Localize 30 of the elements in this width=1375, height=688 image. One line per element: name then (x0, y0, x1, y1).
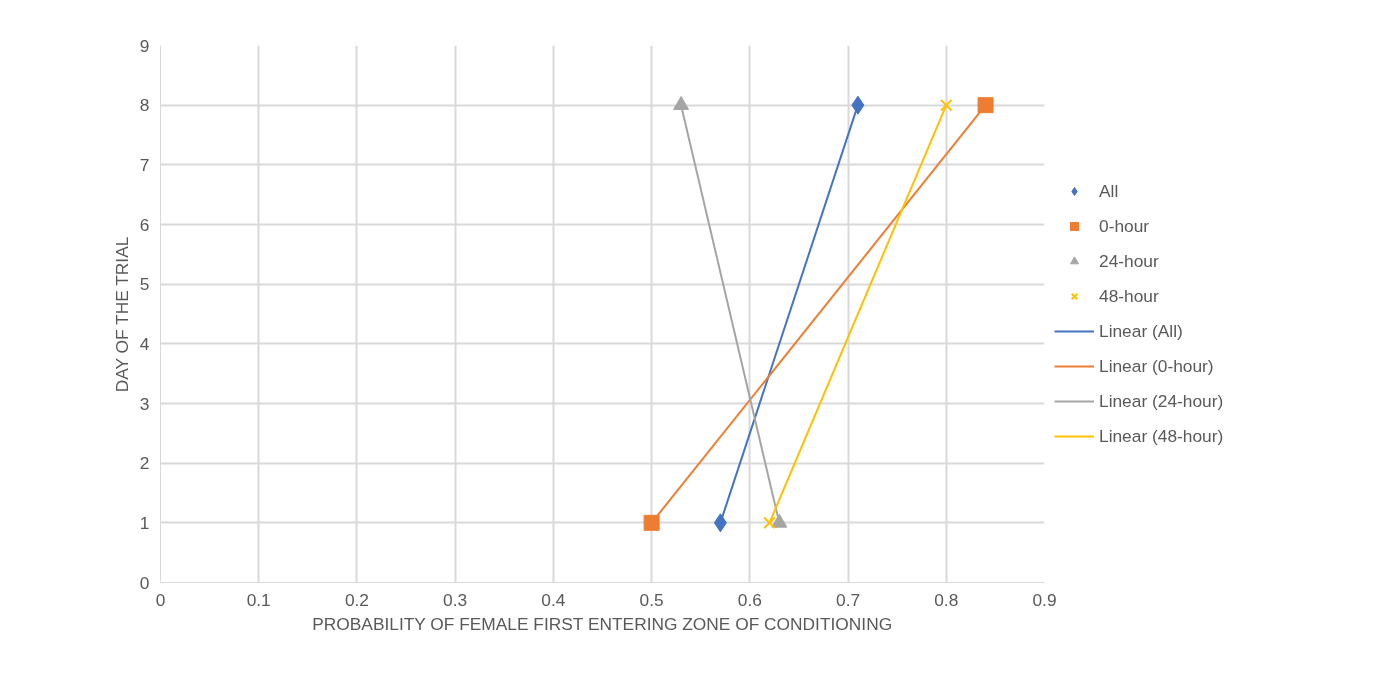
legend-label: Linear (24-hour) (1099, 390, 1224, 412)
x-tick-label: 0.9 (1032, 589, 1057, 610)
x-tick-label: 0.4 (541, 589, 566, 610)
y-tick-label: 7 (139, 154, 150, 175)
y-tick-label: 3 (139, 393, 150, 414)
legend-label: 0-hour (1099, 215, 1150, 237)
y-tick-label: 0 (139, 572, 150, 593)
y-tick-label: 5 (139, 274, 150, 295)
legend-label: Linear (All) (1099, 320, 1183, 342)
y-tick-label: 6 (139, 214, 150, 235)
y-tick-label: 1 (139, 512, 150, 533)
x-tick-label: 0.7 (836, 589, 861, 610)
y-tick-label: 9 (139, 35, 150, 56)
x-tick-label: 0.3 (443, 589, 468, 610)
legend-label: 24-hour (1099, 250, 1159, 272)
x-tick-label: 0.1 (246, 589, 271, 610)
legend-label: Linear (48-hour) (1099, 425, 1224, 447)
x-tick-label: 0.5 (639, 589, 664, 610)
y-tick-label: 8 (139, 95, 150, 116)
legend-label: All (1099, 180, 1119, 202)
x-tick-label: 0.6 (737, 589, 762, 610)
legend-label: Linear (0-hour) (1099, 355, 1214, 377)
x-tick-label: 0.8 (934, 589, 959, 610)
y-tick-label: 4 (139, 333, 150, 354)
x-tick-label: 0 (155, 589, 166, 610)
y-axis-title: DAY OF THE TRIAL (111, 236, 132, 393)
legend-label: 48-hour (1099, 285, 1159, 307)
x-tick-label: 0.2 (344, 589, 369, 610)
y-tick-label: 2 (139, 453, 150, 474)
x-axis-title: PROBABILITY OF FEMALE FIRST ENTERING ZONE OF CONDITIONING (312, 613, 893, 634)
